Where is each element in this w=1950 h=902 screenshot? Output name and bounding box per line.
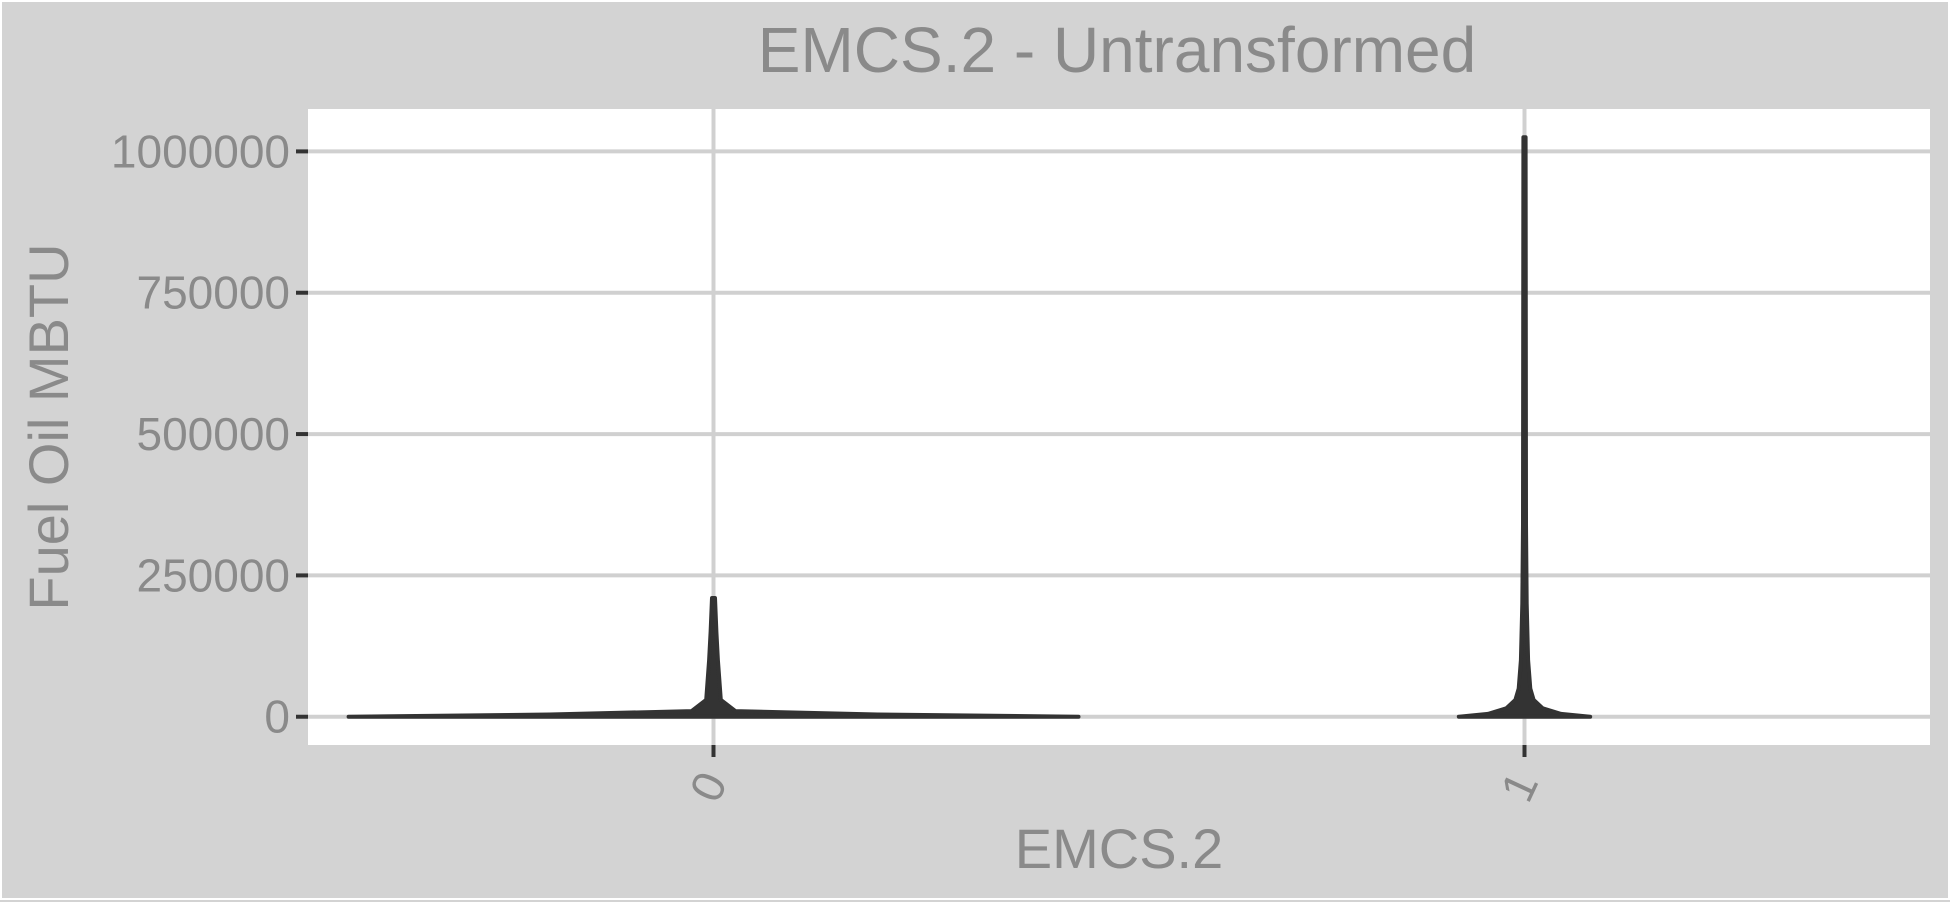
- chart-title: EMCS.2 - Untransformed: [758, 14, 1476, 86]
- violin-1: [1456, 135, 1593, 719]
- x-axis-title: EMCS.2: [1015, 817, 1224, 880]
- violins: [346, 135, 1593, 719]
- y-axis-title: Fuel Oil MBTU: [17, 243, 80, 610]
- violin-0: [346, 596, 1081, 719]
- y-gridlines: [308, 149, 1930, 719]
- y-tick-label: 750000: [137, 267, 291, 319]
- x-tick-label: 1: [1490, 764, 1548, 809]
- y-tick-label: 0: [264, 691, 290, 743]
- y-tick-label: 250000: [137, 549, 291, 601]
- plot-panel: [308, 109, 1930, 745]
- y-tick-label: 500000: [137, 408, 291, 460]
- y-axis: 0 250000 500000 750000 1000000: [111, 125, 308, 743]
- y-tick-label: 1000000: [111, 125, 290, 177]
- x-tick-label: 0: [679, 764, 737, 809]
